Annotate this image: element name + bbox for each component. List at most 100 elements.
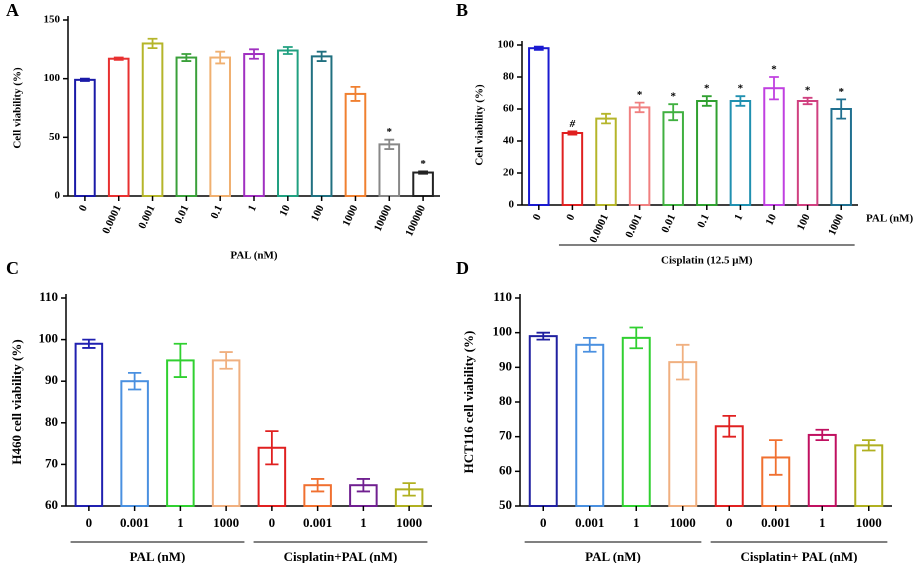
- error-bar: [701, 95, 712, 107]
- bar: [714, 425, 744, 507]
- panel-label: B: [456, 0, 468, 20]
- x-tick-label: 0: [540, 515, 547, 530]
- error-bar: [316, 50, 327, 62]
- x-tick-label: 100: [309, 203, 327, 223]
- x-tick-label: 1000: [396, 515, 422, 530]
- bar: [209, 56, 231, 198]
- error-bar: [418, 170, 428, 175]
- bar: [378, 143, 401, 198]
- bar: [166, 359, 195, 507]
- bar: [107, 57, 130, 197]
- y-axis-label: H460 cell viability (%): [9, 339, 24, 464]
- x-tick-label: 1: [177, 515, 184, 530]
- error-bar: [265, 430, 279, 466]
- panel-label: D: [456, 258, 469, 278]
- error-bar: [173, 342, 188, 378]
- y-tick-label: 80: [45, 414, 58, 429]
- x-tick-label: 0.1: [695, 212, 712, 230]
- y-tick-label: 90: [499, 358, 512, 373]
- error-bar: [735, 95, 746, 107]
- bar: [575, 343, 605, 507]
- x-tick-label: 1: [633, 515, 640, 530]
- bar: [729, 100, 752, 206]
- bar: [668, 361, 698, 507]
- bar: [211, 359, 241, 507]
- error-bar: [215, 50, 226, 65]
- x-tick-label: 1: [360, 515, 367, 530]
- error-bar: [629, 326, 643, 350]
- error-bar: [350, 85, 361, 102]
- error-bar: [533, 45, 544, 51]
- bar: [243, 53, 265, 197]
- annotation: #: [569, 118, 576, 130]
- bar: [412, 171, 434, 198]
- y-tick-label: 60: [503, 103, 515, 115]
- error-bar: [722, 414, 736, 438]
- x-tick-label: 1000: [826, 212, 846, 237]
- x-tick-label: 1000: [213, 515, 239, 530]
- annotation: *: [420, 158, 426, 170]
- y-tick-label: 0: [55, 190, 61, 202]
- annotation: *: [738, 83, 744, 95]
- x-tick-label: 100000: [403, 203, 428, 238]
- bar: [74, 78, 96, 197]
- bar: [561, 132, 584, 206]
- error-bar: [402, 482, 416, 497]
- y-tick-label: 100: [39, 331, 59, 346]
- error-bar: [815, 428, 829, 442]
- x-tick-label: 0.001: [761, 515, 790, 530]
- x-tick-label: 0.001: [303, 515, 332, 530]
- error-bar: [862, 439, 876, 452]
- y-tick-label: 0: [509, 199, 515, 211]
- x-tick-label: 0: [564, 212, 577, 223]
- bar: [277, 49, 299, 197]
- annotation: *: [704, 83, 710, 95]
- x-tick-label: 1000: [670, 515, 696, 530]
- x-tick-label: 0.0001: [587, 212, 611, 244]
- error-bar: [80, 77, 90, 82]
- y-tick-label: 100: [44, 72, 61, 84]
- annotation: *: [838, 86, 844, 98]
- error-bar: [282, 46, 293, 55]
- bar: [854, 444, 884, 508]
- bar: [120, 380, 149, 508]
- error-bar: [634, 101, 645, 114]
- x-tick-label: 10: [277, 203, 293, 218]
- y-tick-label: 80: [503, 71, 515, 83]
- error-bar: [536, 331, 550, 341]
- y-tick-label: 60: [499, 462, 512, 477]
- error-bar: [249, 48, 259, 60]
- error-bar: [82, 338, 96, 349]
- error-bar: [601, 112, 611, 125]
- bar: [74, 342, 104, 508]
- bar: [696, 100, 718, 206]
- error-bar: [668, 103, 679, 122]
- bar: [528, 335, 558, 507]
- bar: [310, 55, 333, 197]
- bar: [796, 100, 819, 206]
- error-bar: [127, 371, 142, 391]
- x-tick-label: 0.01: [172, 203, 191, 226]
- x-tick-label: 100: [795, 212, 813, 232]
- x-axis-label: PAL (nM): [230, 250, 277, 262]
- y-tick-label: 100: [493, 324, 513, 339]
- y-tick-label: 100: [498, 39, 515, 51]
- x-tick-label: 1: [732, 212, 745, 222]
- error-bar: [181, 53, 192, 62]
- y-tick-label: 80: [499, 393, 512, 408]
- annotation: *: [805, 84, 811, 96]
- x-tick-label: 10: [763, 212, 779, 227]
- error-bar: [583, 336, 597, 353]
- annotation: *: [670, 91, 676, 103]
- x-tick-label: 0.001: [575, 515, 604, 530]
- error-bar: [310, 478, 325, 493]
- y-tick-label: 70: [499, 428, 512, 443]
- y-tick-label: 20: [503, 167, 515, 179]
- bar: [528, 47, 550, 207]
- bar: [763, 87, 785, 206]
- x-tick-label: 0: [86, 515, 93, 530]
- bar: [807, 433, 837, 507]
- x-tick-label: 1: [246, 203, 259, 213]
- bar: [621, 336, 651, 507]
